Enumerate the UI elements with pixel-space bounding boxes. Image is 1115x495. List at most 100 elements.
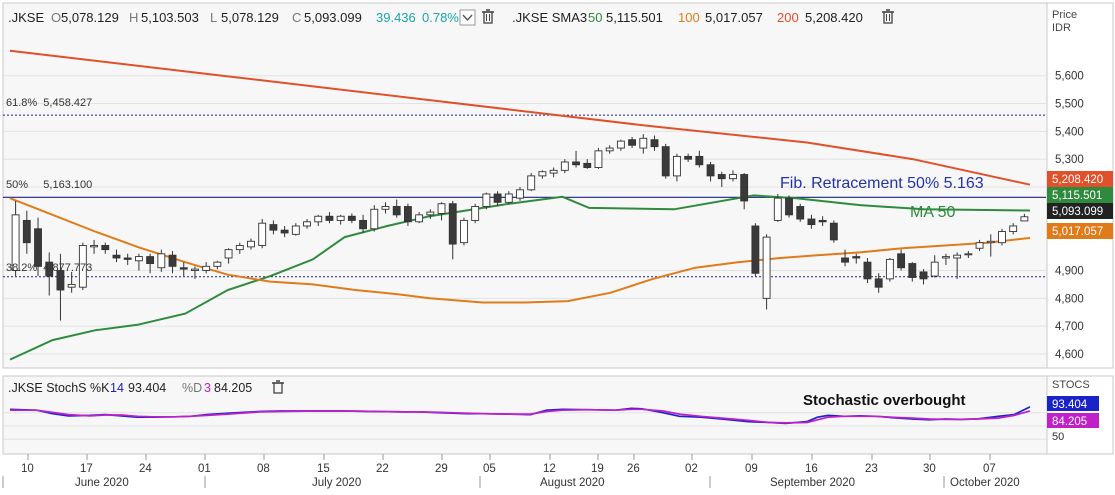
candle[interactable] [527, 173, 536, 192]
candle[interactable] [258, 219, 267, 249]
candle[interactable] [930, 255, 939, 278]
sma-period-100: 100 [678, 10, 700, 25]
candle[interactable] [448, 200, 457, 260]
candle[interactable] [1009, 223, 1018, 235]
candle[interactable] [381, 202, 390, 214]
candle[interactable] [437, 202, 446, 221]
candle[interactable] [291, 223, 300, 236]
candle[interactable] [639, 134, 648, 154]
candle[interactable] [829, 220, 838, 243]
candle[interactable] [964, 251, 973, 258]
candle[interactable] [314, 214, 323, 226]
candle[interactable] [942, 253, 950, 265]
candle[interactable] [112, 249, 121, 263]
candle[interactable] [101, 242, 110, 254]
candle[interactable] [325, 212, 334, 224]
candle[interactable] [706, 161, 715, 182]
candle[interactable] [179, 262, 188, 277]
candle[interactable] [224, 248, 233, 264]
candle[interactable] [482, 192, 491, 210]
candle[interactable] [202, 262, 211, 274]
candle[interactable] [191, 266, 199, 279]
candle[interactable] [213, 260, 222, 270]
candle[interactable] [504, 191, 513, 204]
candle[interactable] [45, 252, 54, 296]
candle[interactable] [773, 193, 782, 222]
candle[interactable] [370, 205, 379, 232]
candle[interactable] [157, 249, 166, 272]
candle-body [930, 261, 939, 277]
candle[interactable] [11, 200, 20, 277]
candle[interactable] [572, 150, 580, 168]
candle[interactable] [146, 253, 155, 274]
candle[interactable] [78, 242, 87, 290]
candle[interactable] [762, 234, 771, 310]
candle-body [347, 215, 356, 221]
candle[interactable] [717, 171, 726, 188]
candle[interactable] [123, 253, 132, 265]
candle[interactable] [247, 238, 255, 250]
candle[interactable] [807, 214, 816, 229]
candle[interactable] [269, 220, 278, 235]
candle[interactable] [426, 209, 435, 220]
candle[interactable] [661, 143, 670, 179]
candle[interactable] [67, 271, 76, 293]
candle[interactable] [729, 170, 737, 182]
candle[interactable] [919, 269, 928, 285]
trash-icon-stoch[interactable] [272, 380, 284, 394]
candle[interactable] [897, 249, 906, 271]
candle[interactable] [560, 159, 569, 174]
candle[interactable] [280, 225, 289, 238]
candle[interactable] [616, 139, 625, 151]
candle[interactable] [168, 251, 177, 274]
candle[interactable] [538, 170, 547, 179]
candle[interactable] [516, 187, 524, 201]
candle[interactable] [1020, 213, 1029, 222]
candle[interactable] [953, 252, 962, 279]
candle[interactable] [628, 136, 637, 149]
candle[interactable] [493, 191, 502, 207]
candle[interactable] [403, 203, 412, 226]
candle[interactable] [785, 195, 793, 218]
candle[interactable] [695, 150, 704, 168]
candle[interactable] [471, 203, 480, 224]
candle[interactable] [392, 199, 401, 218]
candle[interactable] [874, 273, 883, 293]
candle[interactable] [841, 249, 849, 267]
candle[interactable] [303, 219, 311, 229]
candle[interactable] [415, 212, 424, 224]
candle[interactable] [650, 135, 659, 151]
candle[interactable] [460, 217, 468, 246]
candle[interactable] [594, 148, 603, 169]
trash-icon[interactable] [482, 9, 494, 24]
candle[interactable] [22, 210, 31, 254]
candle[interactable] [34, 217, 42, 277]
candle[interactable] [740, 173, 749, 210]
candle[interactable] [90, 239, 98, 254]
candle[interactable] [336, 214, 345, 225]
candle[interactable] [885, 257, 894, 282]
candle[interactable] [863, 257, 872, 284]
price-panel[interactable] [2, 2, 1048, 369]
candle[interactable] [684, 153, 693, 162]
candle[interactable] [359, 214, 368, 233]
candle[interactable] [347, 213, 356, 224]
candle[interactable] [852, 253, 861, 264]
candle[interactable] [796, 203, 805, 222]
candle[interactable] [134, 253, 143, 271]
candle[interactable] [549, 167, 558, 178]
time-axis[interactable]: 10 17 24 01 08 15 22 29 05 12 19 26 02 09 16 23 30 07 June… [2, 454, 1020, 489]
candle[interactable] [998, 228, 1006, 246]
trash-icon-sma[interactable] [882, 9, 894, 24]
candle[interactable] [975, 239, 984, 252]
candle[interactable] [672, 153, 681, 182]
candle[interactable] [56, 253, 65, 321]
candle[interactable] [818, 216, 827, 226]
candle[interactable] [605, 145, 614, 154]
candle[interactable] [908, 262, 917, 282]
candle[interactable] [583, 159, 592, 169]
candle[interactable] [235, 242, 244, 254]
candle[interactable] [986, 234, 995, 257]
chevron-down-icon[interactable] [459, 9, 476, 26]
candle[interactable] [751, 223, 760, 277]
